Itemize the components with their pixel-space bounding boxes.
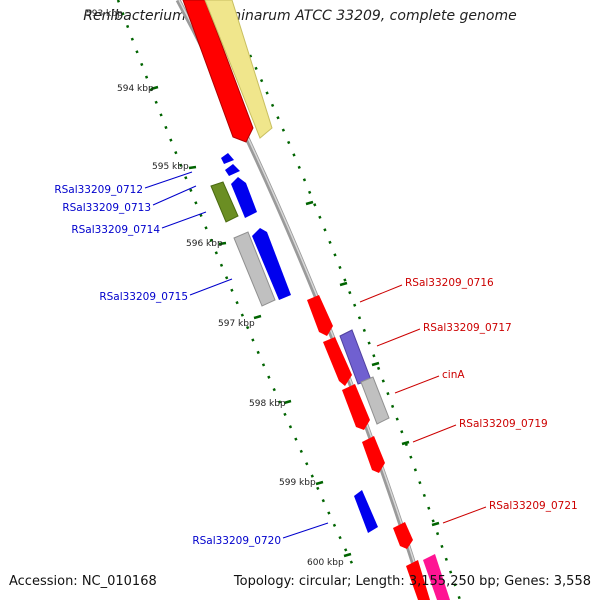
tick-label: 596 kbp [186, 239, 223, 249]
gene-label-rsal33209-0712[interactable]: RSal33209_0712 [54, 184, 143, 196]
feature-cds-blue[interactable] [225, 164, 240, 176]
tick-label: 600 kbp [307, 558, 344, 568]
major-tick [315, 480, 324, 486]
feature-cds-red[interactable] [342, 384, 370, 430]
feature-cds-pink[interactable] [423, 554, 450, 600]
feature-cds-grey[interactable] [360, 376, 390, 425]
major-tick [150, 85, 159, 91]
feature-cds-red[interactable] [406, 560, 430, 600]
major-tick [401, 440, 410, 446]
major-tick [339, 281, 348, 287]
gene-label-cina[interactable]: cinA [442, 369, 465, 381]
label-connectors [144, 171, 487, 539]
tick-rings [116, 0, 462, 600]
feature-cds-blue[interactable] [231, 177, 257, 218]
major-ticks [150, 85, 440, 558]
connector-0716 [359, 284, 403, 303]
gene-label-rsal33209-0721[interactable]: RSal33209_0721 [489, 500, 578, 512]
feature-cds-olive[interactable] [210, 181, 239, 223]
accession-text: Accession: NC_010168 [9, 574, 157, 589]
tick-label: 593 kbp [86, 9, 123, 19]
genome-summary-text: Topology: circular; Length: 3,155,250 bp… [233, 574, 591, 589]
tick-label: 597 kbp [218, 319, 255, 329]
connector-cina [394, 375, 440, 394]
gene-label-rsal33209-0714[interactable]: RSal33209_0714 [71, 224, 160, 236]
connector-0714 [161, 211, 207, 229]
gene-label-rsal33209-0717[interactable]: RSal33209_0717 [423, 322, 512, 334]
connector-0719 [412, 424, 457, 443]
feature-cds-blue[interactable] [354, 490, 378, 533]
gene-label-rsal33209-0716[interactable]: RSal33209_0716 [405, 277, 494, 289]
tick-labels: 593 kbp 594 kbp 595 kbp 596 kbp 597 kbp … [86, 9, 344, 568]
major-tick [218, 241, 227, 246]
feature-cds-grey[interactable] [233, 231, 276, 307]
major-tick [431, 521, 440, 527]
feature-cds-red[interactable] [307, 295, 333, 336]
connector-0721 [442, 506, 487, 524]
gene-label-rsal33209-0720[interactable]: RSal33209_0720 [192, 535, 281, 547]
major-tick [343, 552, 352, 558]
gene-label-rsal33209-0713[interactable]: RSal33209_0713 [62, 202, 151, 214]
major-tick [253, 314, 262, 320]
feature-cds-yellow[interactable] [204, 0, 273, 139]
tick-label: 594 kbp [117, 84, 154, 94]
outer-tick-ring [248, 54, 462, 600]
feature-cds-red[interactable] [182, 0, 254, 143]
features [182, 0, 450, 600]
feature-cds-red[interactable] [323, 337, 352, 386]
major-tick [283, 399, 292, 405]
feature-cds-red[interactable] [393, 522, 413, 549]
connector-0712 [144, 171, 193, 189]
feature-cds-blue[interactable] [221, 153, 234, 164]
genome-backbone [175, 0, 428, 600]
connector-0713 [152, 185, 197, 206]
feature-cds-red[interactable] [362, 436, 385, 473]
tick-label: 598 kbp [249, 399, 286, 409]
feature-cds-blue[interactable] [252, 228, 291, 300]
gene-label-rsal33209-0719[interactable]: RSal33209_0719 [459, 418, 548, 430]
backbone-line [175, 0, 428, 600]
tick-label: 595 kbp [152, 162, 189, 172]
connector-0715 [189, 278, 233, 296]
connector-0720 [282, 522, 329, 539]
major-tick [188, 165, 197, 170]
major-tick [305, 200, 314, 206]
gene-labels: RSal33209_0712 RSal33209_0713 RSal33209_… [54, 184, 577, 547]
tick-label: 599 kbp [279, 478, 316, 488]
gene-label-rsal33209-0715[interactable]: RSal33209_0715 [99, 291, 188, 303]
connector-0717 [376, 328, 421, 347]
major-tick [371, 361, 380, 367]
